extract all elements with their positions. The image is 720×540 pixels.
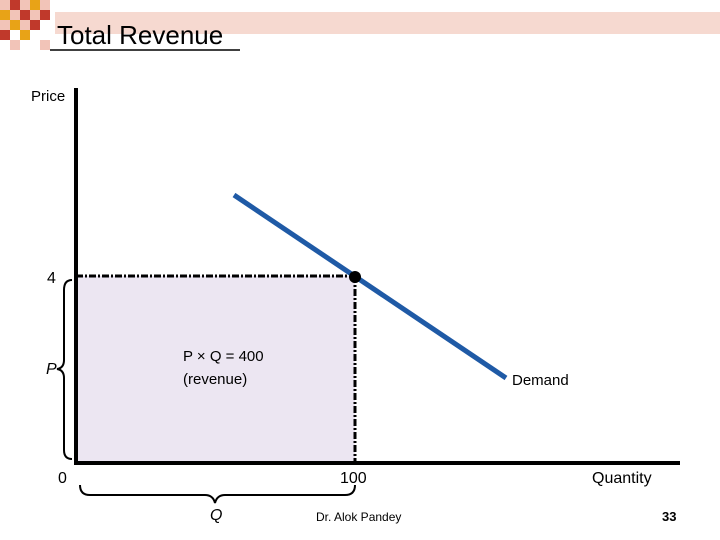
quantity-bracket: [79, 484, 356, 504]
origin-label: 0: [58, 470, 67, 487]
header-decoration: [0, 0, 50, 50]
header-gradient-bar: [55, 12, 720, 34]
revenue-label-line2: (revenue): [183, 371, 248, 388]
footer-author: Dr. Alok Pandey: [316, 510, 402, 524]
quantity-bracket-label: Q: [210, 507, 223, 524]
demand-label: Demand: [512, 372, 569, 389]
revenue-label-line1: P × Q = 400: [183, 348, 264, 365]
page-number: 33: [662, 509, 677, 524]
equilibrium-point: [349, 271, 361, 283]
price-tick-label: 4: [47, 270, 56, 287]
quantity-tick-label: 100: [340, 470, 367, 487]
demand-curve: [232, 192, 508, 381]
y-axis-label: Price: [31, 88, 66, 105]
price-bracket-label: P: [46, 361, 57, 378]
page-title: Total Revenue: [57, 20, 224, 50]
x-axis-label: Quantity: [592, 470, 652, 487]
price-bracket: [56, 279, 73, 460]
revenue-area: [76, 276, 355, 463]
